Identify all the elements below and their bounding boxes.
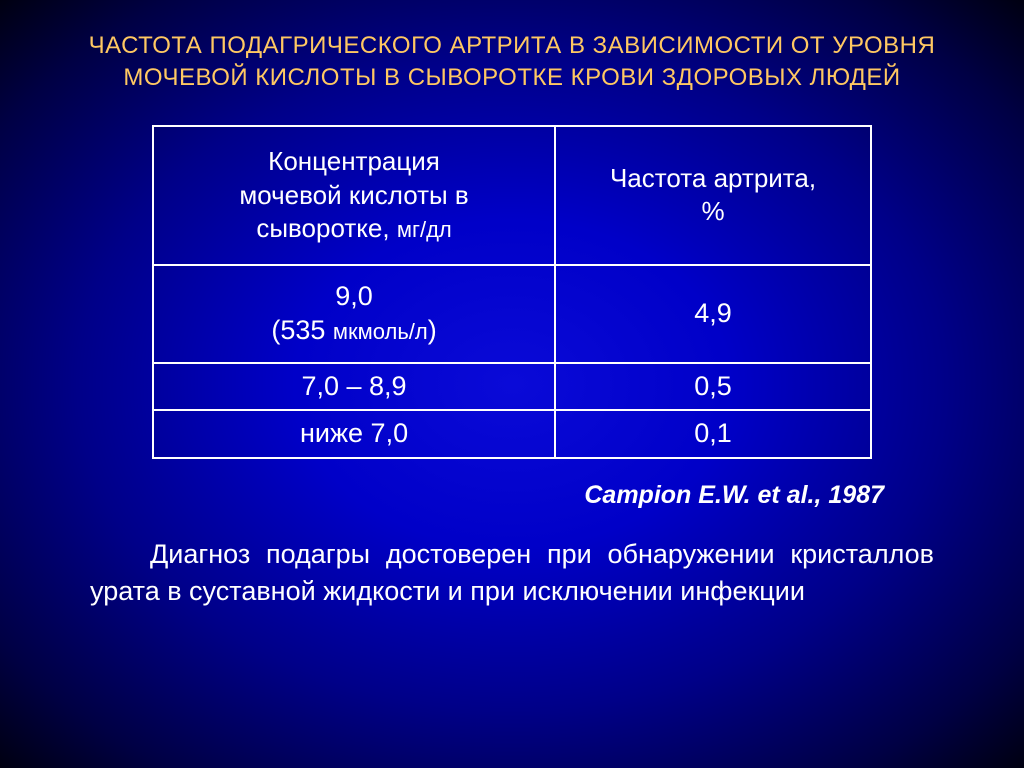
table-row: 9,0 (535 мкмоль/л) 4,9	[153, 265, 871, 363]
cell-sub-unit: мкмоль/л	[333, 319, 428, 344]
table-header-row: Концентрация мочевой кислоты в сыворотке…	[153, 126, 871, 265]
citation: Campion E.W. et al., 1987	[50, 481, 974, 510]
header-col1-line3-prefix: сыворотке,	[256, 213, 397, 243]
header-col2-line2: %	[701, 196, 724, 226]
cell-main-value: 9,0	[335, 281, 373, 311]
cell-sub-prefix: (535	[271, 315, 333, 345]
cell-concentration-0: 9,0 (535 мкмоль/л)	[153, 265, 555, 363]
header-col2-line1: Частота артрита,	[610, 163, 816, 193]
table-row: ниже 7,0 0,1	[153, 410, 871, 458]
header-col1-unit: мг/дл	[397, 217, 452, 242]
slide-title: ЧАСТОТА ПОДАГРИЧЕСКОГО АРТРИТА В ЗАВИСИМ…	[50, 30, 974, 95]
cell-concentration-1: 7,0 – 8,9	[153, 363, 555, 411]
cell-frequency-2: 0,1	[555, 410, 871, 458]
cell-frequency-0: 4,9	[555, 265, 871, 363]
table-row: 7,0 – 8,9 0,5	[153, 363, 871, 411]
cell-concentration-2: ниже 7,0	[153, 410, 555, 458]
header-col1-line1: Концентрация	[268, 146, 440, 176]
header-frequency: Частота артрита, %	[555, 126, 871, 265]
header-concentration: Концентрация мочевой кислоты в сыворотке…	[153, 126, 555, 265]
table-container: Концентрация мочевой кислоты в сыворотке…	[50, 125, 974, 459]
data-table: Концентрация мочевой кислоты в сыворотке…	[152, 125, 872, 459]
cell-frequency-1: 0,5	[555, 363, 871, 411]
body-text: Диагноз подагры достоверен при обнаружен…	[50, 536, 974, 609]
cell-sub-suffix: )	[428, 315, 437, 345]
header-col1-line2: мочевой кислоты в	[239, 180, 468, 210]
